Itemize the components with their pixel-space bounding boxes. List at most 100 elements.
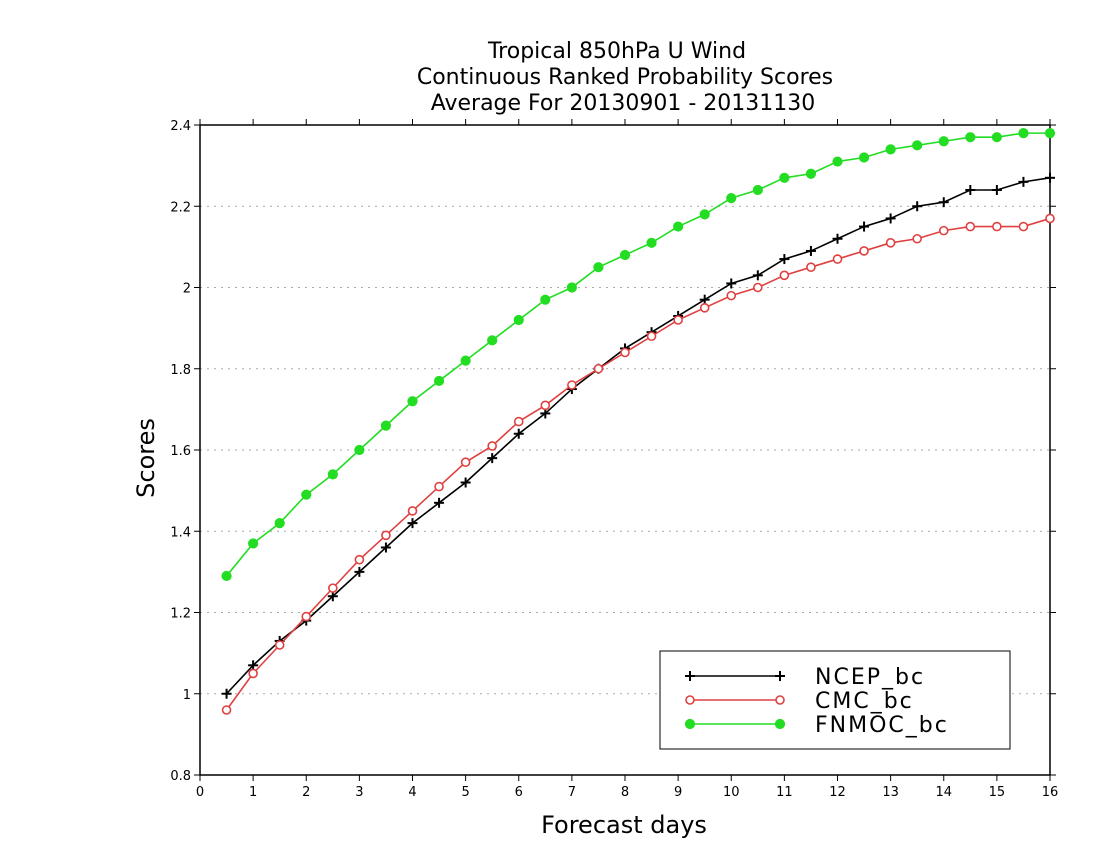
data-point xyxy=(460,477,471,488)
data-point xyxy=(619,249,631,261)
data-point xyxy=(779,172,790,183)
data-point xyxy=(726,290,737,301)
y-tick-label: 2.2 xyxy=(170,200,191,215)
data-point xyxy=(248,538,259,549)
data-point xyxy=(1045,172,1055,183)
data-point xyxy=(381,530,391,541)
x-tick-label: 9 xyxy=(674,785,682,800)
data-point xyxy=(938,225,949,236)
data-point xyxy=(779,254,790,265)
data-point xyxy=(221,570,232,582)
data-point xyxy=(1018,128,1029,139)
x-axis: 0 1 2 3 4 5 6 7 8 9 10 11 12 13 14 15 16 xyxy=(196,119,1058,800)
data-point xyxy=(460,355,471,366)
legend-marker xyxy=(775,671,785,681)
data-point xyxy=(248,668,258,679)
data-point xyxy=(991,132,1002,143)
data-point xyxy=(965,132,976,143)
x-tick-label: 16 xyxy=(1042,785,1059,800)
data-point xyxy=(965,221,976,232)
y-tick-label: 1 xyxy=(183,688,191,703)
y-axis-label: Scores xyxy=(132,418,160,498)
data-point xyxy=(380,420,392,431)
series-line-CMC_bc xyxy=(225,217,1051,711)
data-point xyxy=(673,221,684,232)
title-line-2: Continuous Ranked Probability Scores xyxy=(417,65,833,90)
x-tick-label: 4 xyxy=(408,785,416,800)
data-point xyxy=(991,185,1002,195)
data-point xyxy=(433,375,445,387)
data-point xyxy=(380,542,391,553)
data-point xyxy=(912,140,923,151)
series-NCEP_bc xyxy=(221,172,1055,699)
x-tick-label: 6 xyxy=(515,785,523,800)
data-point xyxy=(354,444,365,456)
legend-marker xyxy=(684,718,696,730)
data-point xyxy=(327,469,338,480)
data-point xyxy=(487,335,498,346)
x-tick-label: 7 xyxy=(568,785,576,800)
y-tick-label: 1.2 xyxy=(170,607,191,622)
data-point xyxy=(938,136,949,147)
data-point xyxy=(885,238,896,248)
x-tick-label: 5 xyxy=(461,785,469,800)
data-point xyxy=(752,184,763,196)
data-point xyxy=(567,380,577,390)
data-point xyxy=(1018,176,1029,187)
data-point xyxy=(221,688,232,699)
legend-label: FNMOC_bc xyxy=(815,713,949,738)
legend-marker xyxy=(685,671,695,681)
data-point xyxy=(513,428,524,439)
data-point xyxy=(805,245,816,256)
data-point xyxy=(301,489,312,500)
y-tick-label: 0.8 xyxy=(170,769,191,784)
title-line-1: Tropical 850hPa U Wind xyxy=(487,39,746,64)
data-point xyxy=(832,254,843,264)
data-point xyxy=(328,583,338,593)
data-point xyxy=(407,396,418,407)
data-point xyxy=(566,282,577,293)
legend-label: CMC_bc xyxy=(815,689,914,714)
y-tick-label: 1.8 xyxy=(170,363,191,378)
y-tick-label: 2.4 xyxy=(170,119,191,134)
data-point xyxy=(752,270,763,281)
x-tick-label: 3 xyxy=(355,785,363,800)
data-point xyxy=(593,363,604,374)
legend-label: NCEP_bc xyxy=(815,665,925,690)
data-point xyxy=(620,347,630,358)
x-tick-label: 2 xyxy=(302,785,310,800)
gridlines xyxy=(200,205,1050,695)
data-point xyxy=(699,209,710,220)
legend-marker xyxy=(685,695,695,705)
data-point xyxy=(885,213,896,224)
data-point xyxy=(965,185,976,195)
data-point xyxy=(513,416,524,427)
data-point xyxy=(301,611,312,622)
data-point xyxy=(753,282,763,293)
x-tick-label: 13 xyxy=(882,785,899,800)
data-point xyxy=(407,506,418,516)
data-point xyxy=(832,233,843,244)
title-line-3: Average For 20130901 - 20131130 xyxy=(431,91,816,116)
data-point xyxy=(806,262,816,272)
data-point xyxy=(699,303,710,313)
y-axis: 0.8 1 1.2 1.4 1.6 1.8 2 2.2 2.4 xyxy=(170,119,1056,784)
x-axis-label: Forecast days xyxy=(541,811,707,839)
y-tick-label: 1.4 xyxy=(170,525,191,540)
data-point xyxy=(885,144,896,155)
data-point xyxy=(593,262,604,273)
data-point xyxy=(832,156,843,167)
x-tick-label: 12 xyxy=(829,785,846,800)
data-point xyxy=(221,705,232,715)
y-tick-label: 1.6 xyxy=(170,444,191,459)
data-point xyxy=(646,237,657,248)
legend-marker xyxy=(774,718,786,730)
x-tick-label: 15 xyxy=(989,785,1006,800)
data-point xyxy=(354,566,365,577)
data-point xyxy=(779,270,790,281)
x-tick-label: 1 xyxy=(249,785,257,800)
data-point xyxy=(487,441,497,451)
data-point xyxy=(858,152,870,163)
data-point xyxy=(460,457,471,467)
